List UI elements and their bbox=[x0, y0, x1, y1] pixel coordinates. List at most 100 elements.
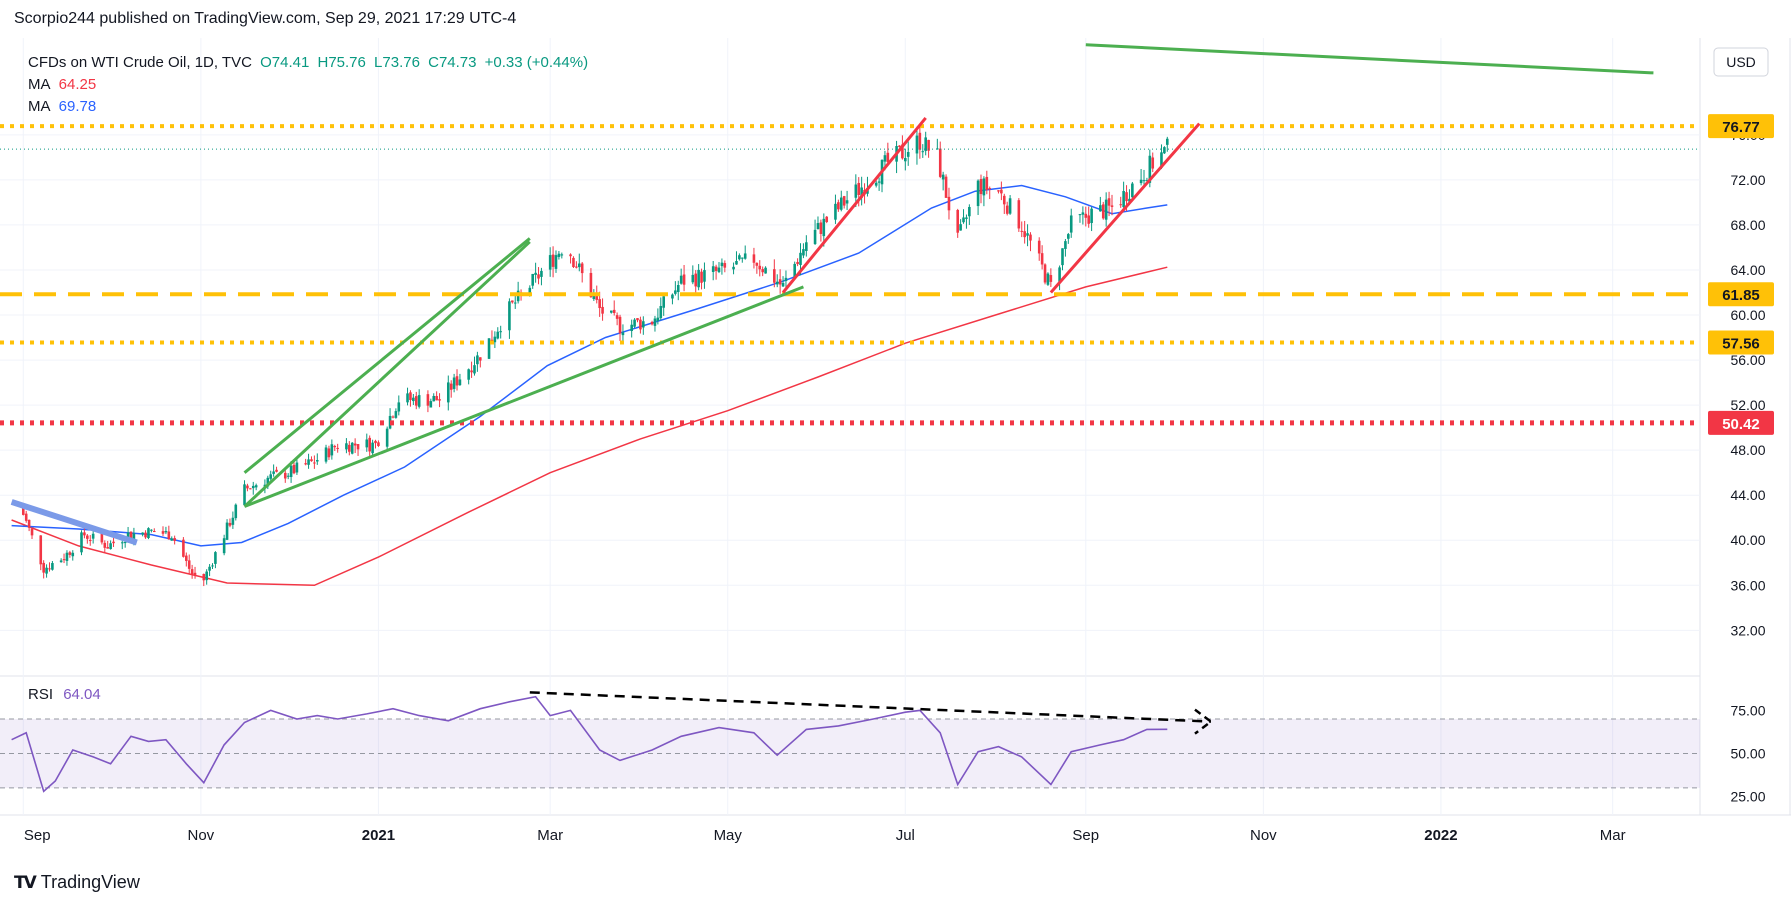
candle-body bbox=[266, 477, 270, 487]
trend-line bbox=[243, 285, 804, 508]
candle-body bbox=[1163, 147, 1166, 154]
candle-body bbox=[575, 266, 578, 268]
candle-body bbox=[534, 272, 537, 275]
candle-body bbox=[764, 267, 767, 274]
candle-body bbox=[330, 444, 334, 456]
candle-body bbox=[324, 447, 328, 462]
candle-body bbox=[65, 552, 69, 561]
rsi-legend[interactable]: RSI 64.04 bbox=[28, 686, 101, 703]
chart-legend: CFDs on WTI Crude Oil, 1D, TVC O74.41 H7… bbox=[28, 52, 592, 118]
legend-low: L73.76 bbox=[374, 54, 420, 71]
candle-body bbox=[91, 533, 95, 539]
candle-body bbox=[735, 260, 738, 265]
candle-body bbox=[633, 319, 636, 327]
candle-body bbox=[778, 279, 782, 285]
candle-body bbox=[540, 270, 543, 277]
candle-body bbox=[837, 202, 840, 210]
candle-body bbox=[662, 296, 665, 308]
candle-body bbox=[275, 469, 278, 472]
candle-body bbox=[857, 182, 861, 195]
candle-body bbox=[487, 338, 491, 359]
candle-body bbox=[615, 315, 619, 319]
price-axis[interactable]: 32.00 36.00 40.00 44.00 48.00 52.00 56.00 60.00… bbox=[1708, 47, 1774, 638]
candle-body bbox=[842, 196, 846, 206]
candle-body bbox=[356, 444, 360, 450]
candle-body bbox=[161, 531, 165, 534]
candle-body bbox=[251, 485, 255, 489]
candle-body bbox=[167, 531, 171, 540]
candle-body bbox=[761, 269, 764, 273]
legend-symbol[interactable]: CFDs on WTI Crude Oil, 1D, TVC bbox=[28, 54, 252, 71]
time-axis[interactable]: Sep Nov 2021 Mar May Jul Sep Nov 2022 Mar bbox=[24, 827, 1626, 844]
price-tick-label: 72.00 bbox=[1730, 172, 1765, 188]
candle-body bbox=[1165, 138, 1169, 145]
candle-body bbox=[924, 137, 927, 151]
candle-body bbox=[679, 275, 683, 284]
trend-line bbox=[1085, 43, 1654, 75]
candle-body bbox=[982, 178, 986, 196]
candle-body bbox=[499, 331, 502, 333]
candle-body bbox=[170, 538, 174, 541]
candle-body bbox=[409, 392, 412, 401]
candle-body bbox=[327, 448, 331, 458]
candle-body bbox=[1023, 231, 1026, 238]
candle-body bbox=[385, 428, 389, 447]
candle-body bbox=[205, 571, 208, 581]
candle-body bbox=[1005, 205, 1009, 214]
time-tick-label: Mar bbox=[1600, 827, 1626, 844]
level-price-label: 61.85 bbox=[1722, 287, 1760, 304]
candle-body bbox=[412, 397, 415, 402]
candle-body bbox=[755, 262, 759, 266]
candle-body bbox=[289, 465, 293, 478]
candle-body bbox=[476, 355, 479, 365]
candle-body bbox=[106, 547, 110, 549]
candle-body bbox=[1145, 180, 1149, 182]
legend-ohlc-row: CFDs on WTI Crude Oil, 1D, TVC O74.41 H7… bbox=[28, 52, 592, 74]
candle-body bbox=[1160, 152, 1163, 168]
candle-body bbox=[877, 181, 881, 183]
candle-body bbox=[1058, 267, 1061, 282]
candle-body bbox=[595, 294, 599, 300]
grid bbox=[0, 38, 1791, 816]
candle-body bbox=[345, 443, 348, 450]
price-tick-label: 68.00 bbox=[1730, 217, 1765, 233]
candle-body bbox=[51, 563, 54, 570]
level-price-tag bbox=[1708, 410, 1774, 435]
candle-body bbox=[560, 254, 564, 256]
candle-body bbox=[1142, 180, 1146, 182]
tradingview-logo[interactable]: TV TradingView bbox=[14, 872, 140, 893]
candle-body bbox=[621, 332, 625, 336]
candle-body bbox=[959, 224, 962, 231]
candle-body bbox=[781, 282, 785, 287]
candle-body bbox=[773, 269, 776, 283]
level-price-label: 57.56 bbox=[1722, 336, 1760, 353]
legend-ma1-row[interactable]: MA 64.25 bbox=[28, 74, 592, 96]
candle-body bbox=[269, 474, 273, 479]
candle-body bbox=[988, 188, 992, 190]
candle-body bbox=[190, 569, 194, 575]
candle-body bbox=[100, 533, 104, 543]
candle-body bbox=[674, 290, 677, 294]
candle-body bbox=[120, 542, 124, 544]
candle-body bbox=[630, 324, 633, 332]
candle-body bbox=[825, 216, 829, 223]
candle-body bbox=[802, 249, 805, 256]
candle-body bbox=[286, 475, 290, 477]
candle-body bbox=[185, 555, 188, 561]
candle-body bbox=[508, 301, 511, 331]
time-tick-label: May bbox=[714, 827, 743, 844]
candle-body bbox=[214, 552, 217, 564]
rsi-line bbox=[11, 695, 1168, 793]
blue-highlight-line bbox=[10, 499, 138, 546]
candle-body bbox=[610, 310, 613, 313]
legend-ma2-row[interactable]: MA 69.78 bbox=[28, 96, 592, 118]
candle-body bbox=[883, 155, 887, 162]
candle-body bbox=[374, 440, 377, 444]
candle-body bbox=[310, 459, 313, 462]
candle-body bbox=[313, 462, 316, 464]
candle-body bbox=[295, 462, 299, 473]
candle-body bbox=[592, 295, 596, 300]
price-tick-label: 52.00 bbox=[1730, 397, 1765, 413]
candle-body bbox=[839, 197, 843, 210]
